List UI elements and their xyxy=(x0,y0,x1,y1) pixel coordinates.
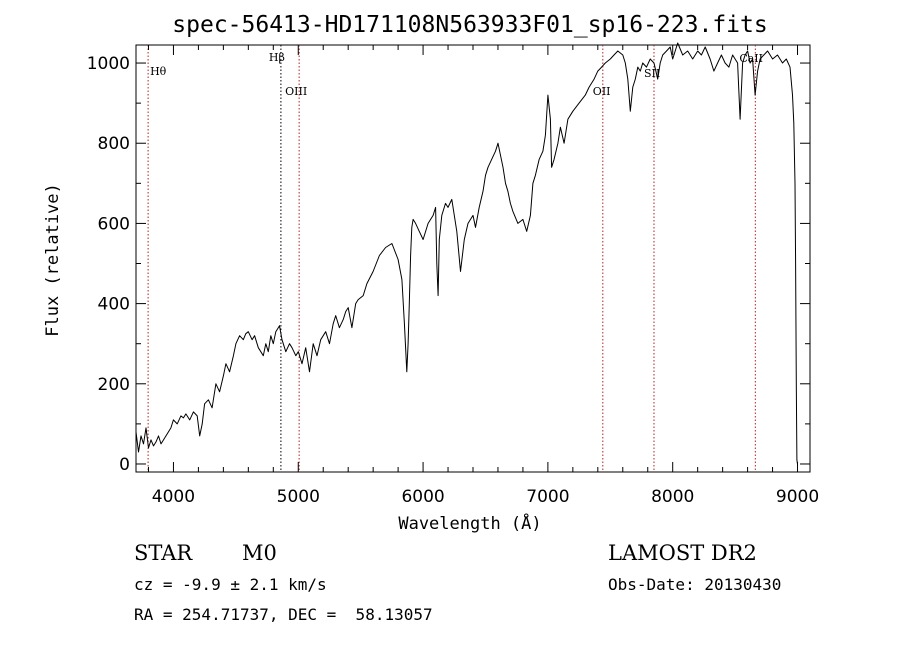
x-tick-label: 5000 xyxy=(277,487,320,507)
object-type: STAR xyxy=(134,541,193,565)
x-tick-label: 7000 xyxy=(526,487,569,507)
emission-line-label: OII xyxy=(593,85,611,98)
obs-date: Obs-Date: 20130430 xyxy=(608,575,782,594)
x-tick-label: 4000 xyxy=(152,487,195,507)
x-tick-label: 8000 xyxy=(651,487,694,507)
redshift-cz: cz = -9.9 ± 2.1 km/s xyxy=(134,575,327,594)
survey-name: LAMOST DR2 xyxy=(608,541,757,565)
spectrum-series xyxy=(135,42,798,465)
emission-line-label: Hβ xyxy=(269,51,285,64)
spectral-subclass: M0 xyxy=(242,541,277,565)
y-tick-label: 400 xyxy=(98,295,130,315)
y-tick-label: 1000 xyxy=(87,54,130,74)
chart-title: spec-56413-HD171108N563933F01_sp16-223.f… xyxy=(172,12,767,38)
x-axis-label: Wavelength (Å) xyxy=(398,512,541,534)
x-tick-label: 6000 xyxy=(401,487,444,507)
y-tick-label: 200 xyxy=(98,375,130,395)
y-axis-label: Flux (relative) xyxy=(43,183,63,337)
plot-frame xyxy=(135,44,811,473)
y-tick-label: 800 xyxy=(98,134,130,154)
y-tick-label: 600 xyxy=(98,214,130,234)
x-tick-label: 9000 xyxy=(776,487,819,507)
emission-line-label: Hθ xyxy=(150,65,167,78)
coordinates: RA = 254.71737, DEC = 58.13057 xyxy=(134,605,433,624)
axis-ticks xyxy=(136,45,810,472)
emission-line-label: OIII xyxy=(285,85,307,98)
spectrum-line xyxy=(135,42,798,465)
y-tick-label: 0 xyxy=(119,455,130,475)
tick-labels: 4000 5000 6000 7000 8000 9000 0 200 400 600 800 100… xyxy=(87,54,819,507)
